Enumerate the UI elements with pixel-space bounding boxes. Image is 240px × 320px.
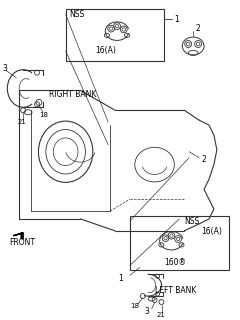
Text: FRONT: FRONT	[9, 238, 35, 247]
Polygon shape	[13, 233, 23, 239]
Text: 18: 18	[130, 303, 139, 309]
Text: NSS: NSS	[184, 217, 199, 227]
Text: 21: 21	[156, 312, 165, 318]
Text: RIGHT BANK: RIGHT BANK	[49, 90, 96, 99]
Text: 1: 1	[174, 15, 179, 24]
Text: LEFT BANK: LEFT BANK	[155, 286, 196, 295]
Text: 16(A): 16(A)	[95, 46, 116, 55]
Text: 3: 3	[145, 308, 150, 316]
Text: 1: 1	[118, 274, 123, 283]
Text: 3: 3	[2, 64, 7, 73]
Text: 2: 2	[195, 24, 200, 33]
Text: NSS: NSS	[70, 10, 85, 19]
Bar	[130, 216, 229, 270]
Text: 16(A): 16(A)	[201, 227, 222, 236]
Text: 160®: 160®	[164, 258, 186, 267]
Text: 18: 18	[39, 112, 48, 118]
Text: 21: 21	[17, 119, 26, 125]
Bar	[66, 9, 164, 61]
Text: 2: 2	[201, 155, 206, 164]
